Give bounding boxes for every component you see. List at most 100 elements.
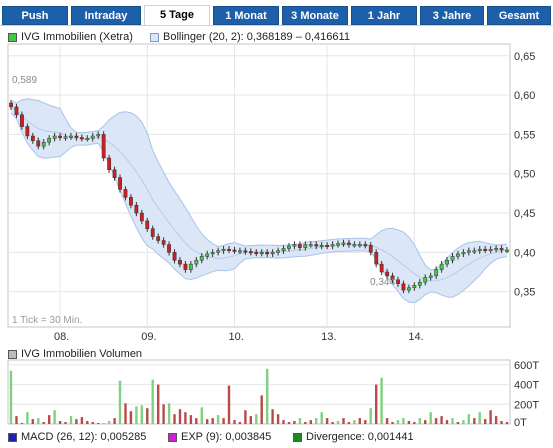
volume-bar bbox=[276, 414, 280, 424]
volume-bar bbox=[211, 418, 214, 424]
candle-down bbox=[118, 177, 122, 190]
candle-up bbox=[188, 263, 193, 270]
tab-1-monat[interactable]: 1 Monat bbox=[213, 6, 279, 25]
volume-bar bbox=[418, 418, 421, 424]
volume-y-tick: 400T bbox=[514, 380, 539, 392]
volume-chart: 600T 400T 200T 0T bbox=[7, 359, 539, 429]
macd-legend-swatch bbox=[8, 432, 17, 442]
volume-bar bbox=[189, 415, 193, 424]
volume-bar bbox=[347, 422, 351, 424]
tab-5-tage[interactable]: 5 Tage bbox=[144, 5, 210, 26]
macd-legend-label: MACD (26, 12): 0,005285 bbox=[21, 431, 147, 443]
volume-legend-swatch bbox=[8, 349, 17, 359]
volume-bar bbox=[304, 422, 307, 424]
price-legend-swatch bbox=[8, 32, 17, 42]
candle-down bbox=[9, 102, 13, 108]
tab-underline bbox=[0, 25, 553, 26]
volume-bar bbox=[200, 407, 203, 424]
volume-bar bbox=[309, 420, 312, 424]
candle-up bbox=[199, 256, 204, 261]
volume-bar bbox=[151, 379, 154, 424]
volume-bar bbox=[271, 409, 274, 424]
tab-gesamt[interactable]: Gesamt bbox=[487, 6, 551, 25]
price-y-tick: 0,45 bbox=[514, 208, 535, 220]
candle-up bbox=[259, 252, 264, 255]
price-x-tick: 10. bbox=[228, 331, 243, 340]
price-legend: IVG Immobilien (Xetra) bbox=[8, 31, 133, 43]
volume-bar bbox=[266, 368, 269, 424]
volume-bar bbox=[424, 420, 427, 424]
volume-bar bbox=[385, 418, 389, 424]
volume-bar bbox=[227, 385, 231, 424]
volume-bar bbox=[260, 395, 263, 424]
candle-up bbox=[466, 250, 471, 253]
volume-bar bbox=[58, 421, 62, 424]
price-x-tick: 14. bbox=[408, 331, 423, 340]
tab-3-monate[interactable]: 3 Monate bbox=[282, 6, 348, 25]
candle-down bbox=[150, 228, 155, 237]
volume-bar bbox=[15, 416, 18, 424]
volume-bar bbox=[500, 421, 503, 424]
price-y-tick: 0,65 bbox=[514, 51, 535, 63]
macd-legend: MACD (26, 12): 0,005285 bbox=[8, 431, 146, 443]
candle-up bbox=[439, 263, 444, 270]
volume-bar bbox=[173, 414, 176, 424]
volume-bar bbox=[31, 419, 34, 424]
candle-up bbox=[341, 242, 346, 245]
divergence-legend-label: Divergence: 0,001441 bbox=[306, 431, 414, 443]
bollinger-legend-label: Bollinger (20, 2): 0,368189 – 0,416611 bbox=[163, 31, 350, 43]
candle-up bbox=[357, 244, 362, 247]
volume-bar bbox=[162, 404, 165, 424]
candle-up bbox=[319, 244, 324, 247]
tick-interval-note: 1 Tick = 30 Min. bbox=[12, 315, 82, 326]
volume-bar bbox=[184, 412, 187, 424]
volume-bar bbox=[434, 418, 438, 424]
volume-bar bbox=[369, 408, 372, 424]
volume-bar bbox=[91, 422, 94, 424]
volume-plot-area bbox=[7, 359, 511, 425]
volume-bar bbox=[489, 410, 492, 424]
candle-up bbox=[85, 138, 90, 141]
volume-bar bbox=[331, 422, 334, 424]
volume-bar bbox=[222, 418, 225, 424]
volume-bar bbox=[429, 412, 432, 424]
volume-bar bbox=[140, 405, 143, 424]
tab-intraday[interactable]: Intraday bbox=[71, 6, 141, 25]
price-x-axis: 08. 09. 10. 13. 14. bbox=[54, 331, 424, 340]
volume-bar bbox=[146, 408, 149, 424]
volume-bar bbox=[358, 418, 361, 424]
candle-up bbox=[216, 250, 221, 253]
price-y-tick: 0,50 bbox=[514, 169, 535, 181]
candle-down bbox=[385, 271, 390, 277]
candle-up bbox=[505, 249, 509, 252]
candle-down bbox=[79, 137, 84, 140]
price-x-tick: 09. bbox=[141, 331, 156, 340]
candle-down bbox=[167, 244, 171, 253]
candle-up bbox=[210, 252, 215, 255]
candle-down bbox=[20, 114, 24, 127]
volume-bar bbox=[342, 418, 345, 424]
candle-up bbox=[281, 248, 286, 252]
tab-3-jahre[interactable]: 3 Jahre bbox=[420, 6, 484, 25]
volume-bar bbox=[380, 377, 383, 424]
candle-up bbox=[205, 253, 210, 257]
volume-bar bbox=[216, 415, 220, 424]
volume-bar bbox=[195, 418, 198, 424]
tab-push[interactable]: Push bbox=[2, 6, 68, 25]
volume-bar bbox=[467, 414, 470, 424]
volume-bar bbox=[86, 421, 89, 424]
volume-bar bbox=[48, 415, 51, 424]
candle-down bbox=[243, 250, 248, 253]
volume-bar bbox=[473, 418, 476, 424]
bollinger-upper-line bbox=[10, 98, 508, 271]
candle-up bbox=[221, 248, 226, 252]
price-chart: 0,65 0,60 0,55 0,50 0,45 0,40 0,35 08. 09. 10. 13… bbox=[7, 43, 535, 340]
candle-up bbox=[287, 245, 291, 249]
tab-1-jahr[interactable]: 1 Jahr bbox=[351, 6, 417, 25]
candle-down bbox=[325, 244, 330, 247]
candle-down bbox=[14, 106, 19, 116]
candle-up bbox=[63, 136, 68, 139]
candle-down bbox=[161, 240, 166, 245]
divergence-legend: Divergence: 0,001441 bbox=[293, 431, 414, 443]
candle-up bbox=[488, 248, 493, 251]
